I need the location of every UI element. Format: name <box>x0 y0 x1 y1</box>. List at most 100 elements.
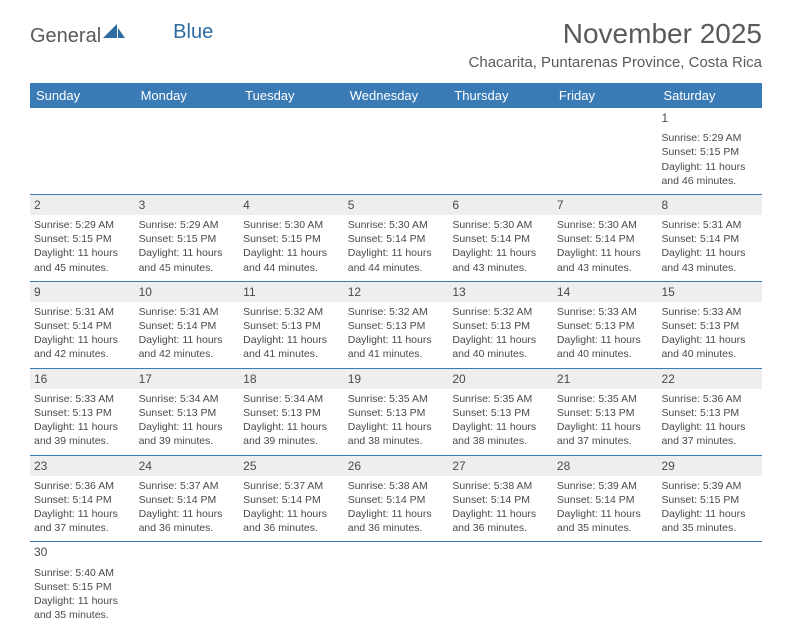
sunrise-text: Sunrise: 5:31 AM <box>661 218 758 232</box>
sunrise-text: Sunrise: 5:40 AM <box>34 566 131 580</box>
sunset-text: Sunset: 5:14 PM <box>557 493 654 507</box>
day-number: 23 <box>30 456 135 476</box>
day-cell: 14Sunrise: 5:33 AMSunset: 5:13 PMDayligh… <box>553 282 658 368</box>
weekday-header: Thursday <box>448 83 553 108</box>
weekday-header: Sunday <box>30 83 135 108</box>
day-cell: 11Sunrise: 5:32 AMSunset: 5:13 PMDayligh… <box>239 282 344 368</box>
day-cell <box>553 542 658 628</box>
day-cell: 23 Sunrise: 5:36 AMSunset: 5:14 PMDayligh… <box>30 456 135 542</box>
day-cell: 19Sunrise: 5:35 AMSunset: 5:13 PMDayligh… <box>344 369 449 455</box>
day-cell: 17Sunrise: 5:34 AMSunset: 5:13 PMDayligh… <box>135 369 240 455</box>
day-number: 7 <box>553 195 658 215</box>
day-number: 24 <box>135 456 240 476</box>
sunset-text: Sunset: 5:13 PM <box>243 406 340 420</box>
sunset-text: Sunset: 5:15 PM <box>243 232 340 246</box>
sunrise-text: Sunrise: 5:37 AM <box>243 479 340 493</box>
sunrise-text: Sunrise: 5:39 AM <box>661 479 758 493</box>
day-cell: 15Sunrise: 5:33 AMSunset: 5:13 PMDayligh… <box>657 282 762 368</box>
daylight-text: Daylight: 11 hours and 36 minutes. <box>243 507 340 535</box>
day-number: 4 <box>239 195 344 215</box>
sunrise-text: Sunrise: 5:34 AM <box>139 392 236 406</box>
day-number: 17 <box>135 369 240 389</box>
day-number: 18 <box>239 369 344 389</box>
sunset-text: Sunset: 5:15 PM <box>661 493 758 507</box>
day-cell: 27Sunrise: 5:38 AMSunset: 5:14 PMDayligh… <box>448 456 553 542</box>
sunset-text: Sunset: 5:15 PM <box>139 232 236 246</box>
day-number: 20 <box>448 369 553 389</box>
daylight-text: Daylight: 11 hours and 39 minutes. <box>34 420 131 448</box>
sunrise-text: Sunrise: 5:29 AM <box>34 218 131 232</box>
day-cell <box>553 108 658 194</box>
daylight-text: Daylight: 11 hours and 36 minutes. <box>452 507 549 535</box>
day-number: 10 <box>135 282 240 302</box>
daylight-text: Daylight: 11 hours and 41 minutes. <box>243 333 340 361</box>
weekday-header: Friday <box>553 83 658 108</box>
day-cell: 4Sunrise: 5:30 AMSunset: 5:15 PMDaylight… <box>239 195 344 281</box>
sunrise-text: Sunrise: 5:37 AM <box>139 479 236 493</box>
sunrise-text: Sunrise: 5:38 AM <box>452 479 549 493</box>
sail-icon <box>103 24 125 48</box>
daylight-text: Daylight: 11 hours and 37 minutes. <box>661 420 758 448</box>
sunrise-text: Sunrise: 5:30 AM <box>452 218 549 232</box>
daylight-text: Daylight: 11 hours and 35 minutes. <box>661 507 758 535</box>
sunrise-text: Sunrise: 5:36 AM <box>661 392 758 406</box>
logo-text-1: General <box>30 25 101 48</box>
title-block: November 2025 Chacarita, Puntarenas Prov… <box>469 18 762 71</box>
logo-text-2: Blue <box>173 21 213 44</box>
day-number: 8 <box>657 195 762 215</box>
sunset-text: Sunset: 5:14 PM <box>139 493 236 507</box>
day-cell: 9Sunrise: 5:31 AMSunset: 5:14 PMDaylight… <box>30 282 135 368</box>
day-number: 16 <box>30 369 135 389</box>
week-row: 30Sunrise: 5:40 AMSunset: 5:15 PMDayligh… <box>30 542 762 628</box>
sunset-text: Sunset: 5:13 PM <box>348 319 445 333</box>
daylight-text: Daylight: 11 hours and 38 minutes. <box>348 420 445 448</box>
sunset-text: Sunset: 5:13 PM <box>452 319 549 333</box>
day-number: 29 <box>657 456 762 476</box>
sunrise-text: Sunrise: 5:29 AM <box>139 218 236 232</box>
day-cell: 13Sunrise: 5:32 AMSunset: 5:13 PMDayligh… <box>448 282 553 368</box>
day-number: 27 <box>448 456 553 476</box>
sunrise-text: Sunrise: 5:33 AM <box>557 305 654 319</box>
day-number: 3 <box>135 195 240 215</box>
week-row: 16Sunrise: 5:33 AMSunset: 5:13 PMDayligh… <box>30 369 762 456</box>
sunset-text: Sunset: 5:14 PM <box>139 319 236 333</box>
day-cell: 25 Sunrise: 5:37 AMSunset: 5:14 PMDayligh… <box>239 456 344 542</box>
day-cell: 6Sunrise: 5:30 AMSunset: 5:14 PMDaylight… <box>448 195 553 281</box>
day-cell: 24Sunrise: 5:37 AMSunset: 5:14 PMDayligh… <box>135 456 240 542</box>
day-number: 1 <box>657 108 762 128</box>
day-cell: 18Sunrise: 5:34 AMSunset: 5:13 PMDayligh… <box>239 369 344 455</box>
location: Chacarita, Puntarenas Province, Costa Ri… <box>469 54 762 71</box>
sunset-text: Sunset: 5:15 PM <box>34 580 131 594</box>
sunset-text: Sunset: 5:14 PM <box>348 232 445 246</box>
daylight-text: Daylight: 11 hours and 37 minutes. <box>34 507 131 535</box>
sunset-text: Sunset: 5:14 PM <box>34 493 131 507</box>
daylight-text: Daylight: 11 hours and 42 minutes. <box>139 333 236 361</box>
sunset-text: Sunset: 5:13 PM <box>34 406 131 420</box>
day-cell: 1Sunrise: 5:29 AMSunset: 5:15 PMDaylight… <box>657 108 762 194</box>
weekday-header-row: SundayMondayTuesdayWednesdayThursdayFrid… <box>30 83 762 108</box>
sunrise-text: Sunrise: 5:33 AM <box>34 392 131 406</box>
day-cell: 26Sunrise: 5:38 AMSunset: 5:14 PMDayligh… <box>344 456 449 542</box>
sunset-text: Sunset: 5:13 PM <box>348 406 445 420</box>
day-cell: 22Sunrise: 5:36 AMSunset: 5:13 PMDayligh… <box>657 369 762 455</box>
day-number: 26 <box>344 456 449 476</box>
sunset-text: Sunset: 5:13 PM <box>139 406 236 420</box>
sunrise-text: Sunrise: 5:36 AM <box>34 479 131 493</box>
week-row: 23Sunrise: 5:36 AMSunset: 5:14 PMDayligh… <box>30 456 762 543</box>
day-cell: 12Sunrise: 5:32 AMSunset: 5:13 PMDayligh… <box>344 282 449 368</box>
day-cell <box>344 108 449 194</box>
day-number: 12 <box>344 282 449 302</box>
day-number: 25 <box>239 456 344 476</box>
day-cell: 20Sunrise: 5:35 AMSunset: 5:13 PMDayligh… <box>448 369 553 455</box>
sunset-text: Sunset: 5:14 PM <box>243 493 340 507</box>
sunset-text: Sunset: 5:13 PM <box>661 319 758 333</box>
sunrise-text: Sunrise: 5:35 AM <box>557 392 654 406</box>
header: General Blue November 2025 Chacarita, Pu… <box>0 0 792 77</box>
day-cell <box>344 542 449 628</box>
daylight-text: Daylight: 11 hours and 43 minutes. <box>557 246 654 274</box>
week-row: 9Sunrise: 5:31 AMSunset: 5:14 PMDaylight… <box>30 282 762 369</box>
day-cell: 21Sunrise: 5:35 AMSunset: 5:13 PMDayligh… <box>553 369 658 455</box>
day-cell <box>448 108 553 194</box>
logo: General Blue <box>30 24 213 48</box>
day-cell: 7Sunrise: 5:30 AMSunset: 5:14 PMDaylight… <box>553 195 658 281</box>
